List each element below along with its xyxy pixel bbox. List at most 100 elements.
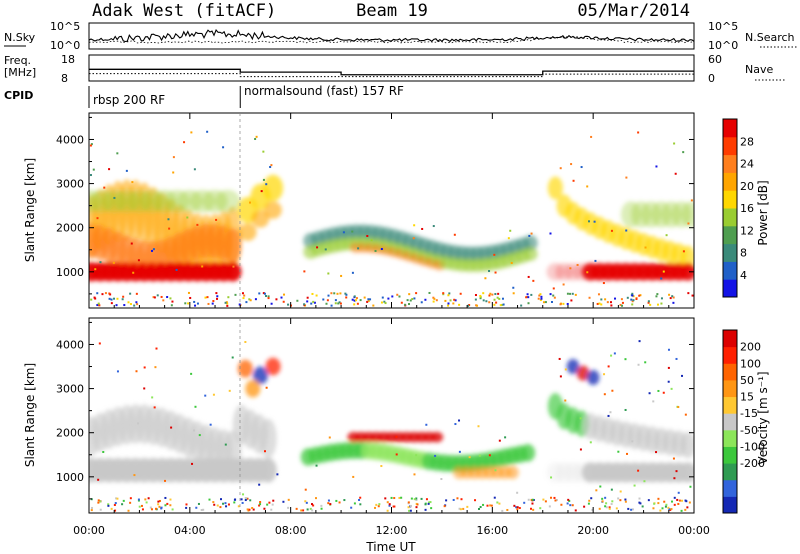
- velocity-speck: [115, 497, 118, 500]
- velocity-speck: [626, 452, 629, 455]
- velocity-speck: [413, 498, 416, 501]
- power-speck: [588, 296, 591, 299]
- power-speck: [447, 304, 450, 307]
- power-speck: [369, 298, 372, 301]
- power-speck: [258, 292, 261, 295]
- power-speck: [442, 292, 445, 295]
- velocity-speck: [454, 423, 457, 426]
- power-speck: [110, 302, 113, 305]
- power-speck: [396, 293, 399, 296]
- velocity-speck: [458, 419, 461, 422]
- power-colorbar-label: Power [dB]: [756, 180, 770, 245]
- x-tick-label: 12:00: [376, 524, 408, 537]
- velocity-speck: [523, 501, 526, 504]
- power-speck: [501, 297, 504, 300]
- velocity-colorbar-label: Velocity [m s⁻¹]: [756, 371, 770, 464]
- velocity-speck: [458, 450, 461, 453]
- power-speck: [432, 296, 435, 299]
- velocity-speck: [263, 507, 266, 510]
- power-speck: [626, 296, 629, 299]
- velocity-speck: [388, 504, 391, 507]
- velocity-speck: [415, 506, 418, 509]
- power-speck: [287, 303, 290, 306]
- velocity-speck: [661, 507, 664, 510]
- power-speck: [550, 300, 553, 303]
- noise-trace: [88, 28, 695, 44]
- power-speck: [453, 298, 456, 301]
- velocity-speck: [684, 508, 687, 511]
- velocity-speck: [138, 505, 141, 508]
- velocity-scatter: [90, 340, 694, 512]
- power-speck: [512, 286, 515, 289]
- power-speck: [121, 298, 124, 301]
- power-speck: [421, 227, 424, 230]
- velocity-speck: [542, 498, 545, 501]
- power-speck: [351, 230, 354, 233]
- power-colorbar: 4 8 12 16 20 24 28: [722, 118, 754, 298]
- velocity-speck: [599, 485, 602, 488]
- velocity-speck: [359, 503, 362, 506]
- velocity-speck: [244, 340, 247, 343]
- velocity-speck: [566, 502, 569, 505]
- velocity-speck: [91, 506, 94, 509]
- noise-sky-line: [88, 28, 695, 43]
- velocity-speck: [531, 498, 534, 501]
- velocity-speck: [639, 502, 642, 505]
- power-speck: [562, 302, 565, 305]
- power-speck: [526, 293, 529, 296]
- velocity-speck: [657, 497, 660, 500]
- power-speck: [93, 296, 96, 299]
- power-speck: [313, 301, 316, 304]
- power-speck: [620, 298, 623, 301]
- velocity-echo: [259, 457, 277, 483]
- power-speck: [152, 248, 155, 251]
- beam-title: Beam 19: [356, 1, 428, 21]
- velocity-speck: [415, 498, 418, 501]
- velocity-speck: [122, 499, 125, 502]
- power-speck: [262, 292, 265, 295]
- power-echo-map: [89, 174, 694, 282]
- velocity-speck: [192, 429, 195, 432]
- power-speck: [108, 168, 111, 171]
- power-speck: [391, 295, 394, 298]
- power-speck: [596, 302, 599, 305]
- velocity-speck: [516, 508, 519, 511]
- velocity-speck: [300, 509, 303, 512]
- velocity-speck: [496, 501, 499, 504]
- power-speck: [269, 165, 272, 168]
- velocity-speck: [684, 413, 687, 416]
- power-speck: [245, 301, 248, 304]
- power-speck: [310, 302, 313, 305]
- power-speck: [94, 268, 97, 271]
- velocity-speck: [335, 499, 338, 502]
- velocity-speck: [425, 423, 428, 426]
- power-speck: [89, 144, 92, 147]
- power-speck: [112, 261, 115, 264]
- power-speck: [527, 275, 530, 278]
- power-speck: [374, 249, 377, 252]
- velocity-speck: [638, 501, 641, 504]
- velocity-speck: [327, 499, 330, 502]
- velocity-speck: [304, 488, 307, 491]
- xlabel: Time UT: [365, 540, 416, 554]
- velocity-speck: [425, 498, 428, 501]
- power-speck: [175, 268, 178, 271]
- velocity-speck: [680, 509, 683, 512]
- velocity-speck: [498, 439, 501, 442]
- velocity-speck: [386, 501, 389, 504]
- velocity-speck: [227, 503, 230, 506]
- power-speck: [621, 301, 624, 304]
- power-speck: [639, 294, 642, 297]
- power-speck: [370, 239, 373, 242]
- power-speck: [187, 291, 190, 294]
- power-speck: [593, 220, 596, 223]
- velocity-speck: [190, 372, 193, 375]
- velocity-speck: [166, 502, 169, 505]
- power-speck: [189, 296, 192, 299]
- power-speck: [215, 218, 218, 221]
- power-speck: [324, 248, 327, 251]
- power-speck: [435, 299, 438, 302]
- velocity-echo: [259, 418, 277, 459]
- velocity-speck: [157, 500, 160, 503]
- power-speck: [528, 234, 531, 237]
